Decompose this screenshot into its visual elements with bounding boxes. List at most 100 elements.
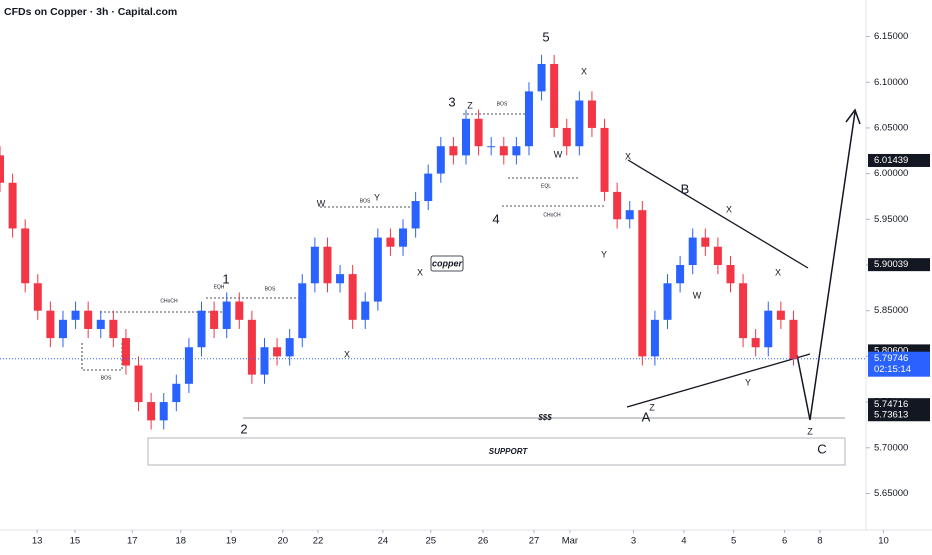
candle-body: [701, 237, 710, 247]
price-label-box: [868, 408, 930, 422]
candle-body: [260, 347, 269, 375]
candle-body: [71, 310, 80, 320]
annotation: X: [625, 151, 631, 161]
candle-body: [537, 63, 546, 92]
countdown-label: 02:15:14: [874, 364, 911, 375]
price-label-box: [868, 258, 930, 272]
candle-body: [789, 319, 798, 360]
candle-body: [323, 246, 332, 284]
y-tick-label: 5.95000: [874, 214, 908, 225]
candle-body: [600, 127, 609, 192]
candle-body: [210, 310, 219, 329]
candle-body: [688, 237, 697, 265]
drawings: [81, 108, 861, 466]
candle-body: [650, 319, 659, 357]
candle-body: [613, 191, 622, 220]
candle-body: [373, 237, 382, 302]
y-tick-label: 6.10000: [874, 77, 908, 88]
candle-body: [96, 319, 105, 329]
candle-body: [222, 301, 231, 329]
candle-body: [21, 228, 30, 284]
candle-body: [348, 274, 357, 320]
annotation: Z: [467, 100, 473, 110]
last-price-label: 5.79746: [874, 353, 908, 364]
candle-body: [172, 383, 181, 403]
x-tick-label: 27: [529, 536, 540, 547]
candle-body: [159, 402, 168, 421]
annotation: X: [344, 349, 350, 359]
annotation: CHoCH: [543, 212, 561, 218]
candle-body: [197, 310, 206, 348]
candle-body: [764, 310, 773, 348]
candle-body: [273, 347, 282, 357]
candle-body: [147, 402, 156, 421]
candle-body: [474, 118, 483, 147]
y-tick-label: 5.65000: [874, 488, 908, 499]
candle-body: [109, 319, 118, 339]
candle-body: [298, 283, 307, 339]
x-tick-label: 19: [226, 536, 237, 547]
candle-body: [310, 246, 319, 284]
candle-body: [134, 365, 143, 403]
annotation: 2: [240, 421, 247, 436]
candle-body: [713, 246, 722, 265]
annotation: BOS: [101, 375, 112, 381]
x-tick-label: 18: [175, 536, 186, 547]
candle-body: [512, 146, 521, 156]
x-tick-label: Mar: [562, 536, 578, 547]
x-tick-label: 5: [731, 536, 736, 547]
annotation: C: [817, 441, 826, 456]
candle-body: [739, 283, 748, 339]
candle-body: [0, 155, 4, 183]
x-tick-label: 6: [782, 536, 787, 547]
candle-body: [424, 173, 433, 202]
x-tick-label: 15: [70, 536, 81, 547]
trendline-upper: [627, 159, 809, 269]
candle-body: [336, 274, 345, 284]
x-tick-label: 17: [127, 536, 138, 547]
candle-body: [776, 310, 785, 320]
annotation: $$$: [537, 413, 552, 422]
annotation: W: [554, 149, 563, 159]
annotation: CHoCH: [160, 298, 178, 304]
candle-body: [663, 283, 672, 320]
annotation: EQH: [214, 284, 225, 290]
candle-body: [726, 265, 735, 284]
candle-body: [751, 338, 760, 348]
annotation: X: [775, 267, 781, 277]
price-label: 5.73613: [874, 409, 908, 420]
annotation: Y: [601, 249, 607, 259]
annotation: 1: [222, 271, 229, 286]
x-tick-label: 4: [681, 536, 686, 547]
annotation: BOS: [265, 286, 276, 292]
annotation: A: [642, 409, 651, 424]
candle-body: [121, 338, 130, 366]
candle-body: [399, 228, 408, 247]
annotation: BOS: [497, 101, 508, 107]
y-tick-label: 5.85000: [874, 305, 908, 316]
y-tick-label: 6.05000: [874, 122, 908, 133]
support-zone: [147, 437, 846, 466]
annotation: Y: [745, 377, 751, 387]
annotation: W: [317, 198, 326, 208]
projection-arrow: [796, 111, 856, 421]
x-tick-label: 25: [425, 536, 436, 547]
candle-body: [184, 347, 193, 384]
price-label: 5.80600: [874, 345, 908, 356]
candle-body: [235, 301, 244, 320]
x-tick-label: 26: [478, 536, 489, 547]
annotation: SUPPORT: [489, 447, 529, 456]
candle-body: [411, 201, 420, 229]
candle-body: [625, 210, 634, 220]
arrow-head: [845, 108, 861, 125]
annotation: BOS: [360, 198, 371, 204]
candle-body: [499, 146, 508, 156]
candle-body: [575, 100, 584, 147]
price-label: 5.74716: [874, 399, 908, 410]
chart-title: CFDs on Copper · 3h · Capital.com: [4, 6, 177, 18]
trendline-lower: [626, 353, 811, 408]
candle-body: [58, 319, 67, 339]
price-label-box: [868, 398, 930, 412]
